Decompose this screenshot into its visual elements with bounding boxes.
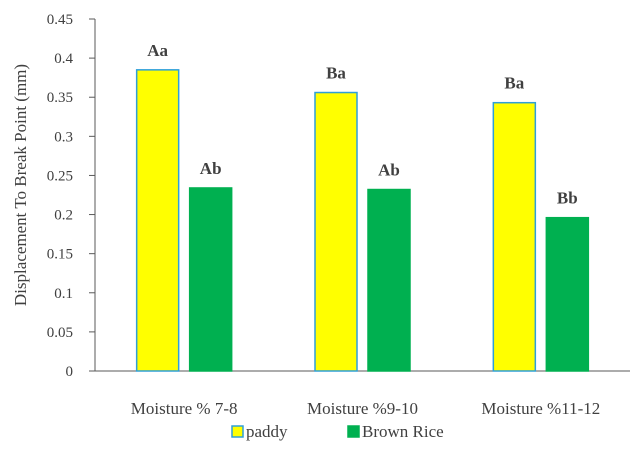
legend-swatch (347, 425, 360, 438)
bar-brown-rice (545, 216, 590, 372)
x-tick-label: Moisture %11-12 (481, 399, 600, 418)
bar-paddy (492, 101, 537, 372)
bar-paddy (314, 91, 358, 372)
data-label: Ab (200, 159, 222, 178)
data-label: Aa (147, 41, 168, 60)
bar-paddy (135, 69, 180, 372)
y-tick-label: 0.4 (54, 51, 73, 67)
data-label: Ab (378, 161, 400, 180)
legend-label: Brown Rice (362, 422, 444, 441)
y-tick-label: 0.2 (54, 208, 73, 224)
data-labels: Aa Ab Ba Ab Ba Bb (147, 41, 577, 208)
y-tick-label: 0.3 (54, 129, 73, 145)
y-tick-label: 0.05 (47, 325, 73, 341)
data-label: Ba (504, 74, 524, 93)
y-tick-label: 0.35 (47, 90, 73, 106)
bar-brown-rice (188, 187, 233, 372)
y-axis: 0 0.05 0.1 0.15 0.2 0.25 0.3 0.35 0.4 0.45 (47, 12, 96, 380)
data-label: Bb (557, 189, 578, 208)
x-tick-label: Moisture %9-10 (307, 399, 418, 418)
y-tick-label: 0.45 (47, 12, 73, 28)
y-tick-label: 0.15 (47, 247, 73, 263)
data-label: Ba (326, 64, 346, 83)
bar-brown-rice (367, 188, 411, 372)
legend-label: paddy (246, 422, 288, 441)
y-tick-label: 0 (66, 364, 74, 380)
y-tick-label: 0.25 (47, 168, 73, 184)
legend: paddy Brown Rice (231, 422, 444, 441)
x-axis: Moisture % 7-8 Moisture %9-10 Moisture %11… (95, 370, 630, 418)
y-axis-label: Displacement To Break Point (mm) (11, 64, 30, 306)
bars (135, 69, 590, 372)
y-tick-label: 0.1 (54, 286, 73, 302)
x-tick-label: Moisture % 7-8 (131, 399, 238, 418)
legend-swatch (231, 425, 244, 438)
